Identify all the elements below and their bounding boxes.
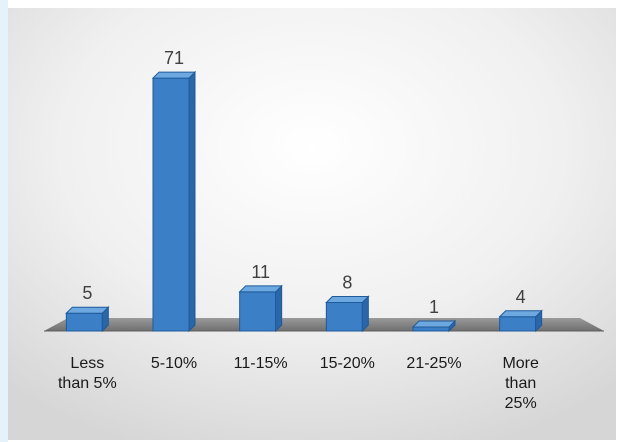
data-label-1: 71: [164, 48, 184, 68]
bar-front: [412, 326, 450, 332]
bar-top: [65, 306, 110, 314]
bar-1: [151, 70, 197, 333]
bar-front: [325, 302, 363, 332]
left-strip: [0, 0, 8, 442]
category-label-line: than 5%: [58, 375, 117, 392]
bar-2: [238, 284, 283, 333]
category-label-3: 15-20%: [320, 355, 375, 372]
category-label-0: Less than 5%: [58, 355, 117, 392]
bar-side: [275, 284, 283, 333]
data-label-2: 11: [251, 262, 270, 282]
data-label-4: 1: [429, 297, 439, 317]
category-label-line: 21-25%: [406, 355, 461, 372]
bar-3: [325, 295, 370, 333]
category-label-line: 11-15%: [234, 355, 288, 372]
category-label-1: 5-10%: [151, 355, 197, 372]
bar-5: [498, 309, 543, 333]
bar-top: [238, 285, 283, 293]
bar-front: [239, 291, 277, 332]
category-label-line: More: [502, 355, 539, 372]
bar-front: [499, 316, 537, 332]
bar-4: [411, 319, 457, 333]
category-label-line: 25%: [505, 395, 537, 412]
bar-top: [325, 296, 370, 303]
category-label-5: More than 25%: [502, 355, 539, 412]
category-label-line: 5-10%: [151, 355, 197, 372]
data-label-5: 4: [516, 287, 526, 307]
bar-side: [188, 70, 196, 333]
bar-0: [65, 305, 110, 333]
data-label-0: 5: [82, 283, 92, 303]
bar-top: [411, 320, 457, 328]
data-label-3: 8: [342, 273, 352, 293]
bar-front: [152, 77, 190, 332]
bar-top: [151, 71, 197, 79]
plot-background: [8, 8, 616, 440]
category-label-line: Less: [70, 355, 104, 372]
bar-top: [498, 310, 543, 318]
category-label-line: than: [505, 375, 536, 392]
category-label-4: 21-25%: [406, 355, 461, 372]
category-label-2: 11-15%: [234, 355, 288, 372]
category-label-line: 15-20%: [320, 355, 375, 372]
bar-front: [65, 312, 103, 332]
